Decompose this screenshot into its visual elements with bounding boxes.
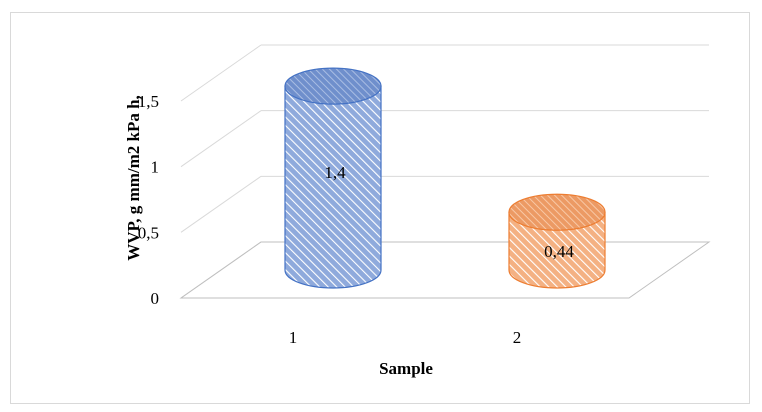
bar-1: 1,4	[284, 67, 382, 289]
gridlines	[179, 44, 711, 299]
y-axis-title: WVP, g mm/m2 kPa h,	[124, 95, 143, 261]
x-tick-label: 2	[513, 328, 522, 347]
gridline-diagonal	[180, 44, 262, 102]
data-label: 1,4	[324, 163, 346, 182]
gridline-diagonal	[180, 175, 262, 233]
x-axis-title: Sample	[379, 359, 433, 378]
bar-top-cap	[284, 67, 382, 105]
bar-top-cap	[508, 193, 606, 231]
y-tick-label: 1,5	[138, 92, 159, 111]
y-tick-label: 0,5	[138, 223, 159, 242]
bar-body	[284, 85, 382, 289]
bar-2: 0,44	[508, 193, 606, 289]
gridline-diagonal	[180, 110, 262, 168]
bars: 1,4 0,44	[284, 67, 606, 289]
y-tick-label: 0	[151, 289, 160, 308]
y-tick-labels: 0 0,5 1 1,5	[138, 92, 159, 308]
y-tick-label: 1	[151, 158, 160, 177]
bar-body	[508, 211, 606, 289]
x-tick-label: 1	[289, 328, 298, 347]
data-label: 0,44	[544, 242, 574, 261]
floor-plane	[179, 241, 711, 299]
